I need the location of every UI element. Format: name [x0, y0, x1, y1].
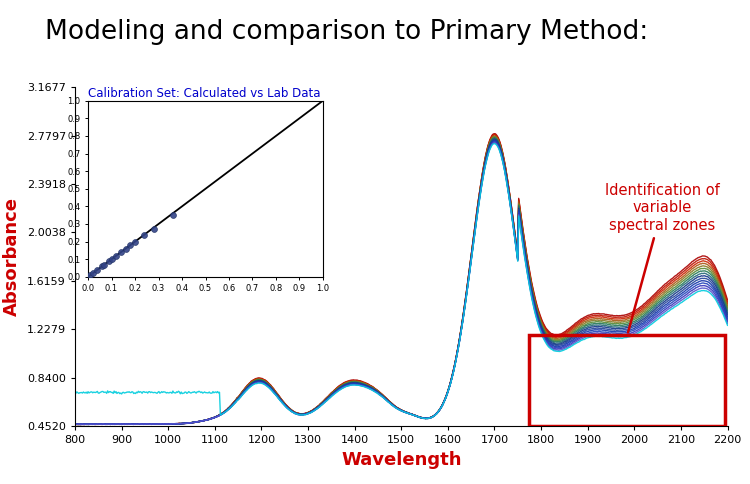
Y-axis label: Absorbance: Absorbance: [3, 197, 21, 316]
X-axis label: Wavelength: Wavelength: [341, 451, 461, 469]
Text: Modeling and comparison to Primary Method:: Modeling and comparison to Primary Metho…: [45, 19, 648, 45]
Text: Identification of
variable
spectral zones: Identification of variable spectral zone…: [604, 183, 720, 333]
Bar: [530, 335, 725, 426]
